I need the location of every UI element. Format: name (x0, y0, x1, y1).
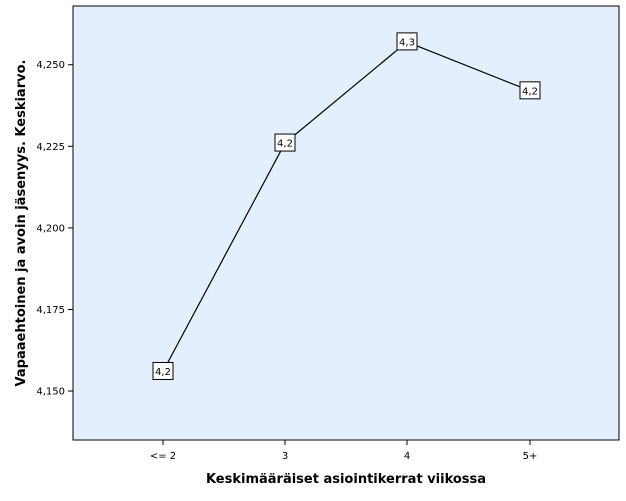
data-labels: 4,2 4,2 4,3 4,2 (152, 32, 541, 380)
data-point-label: 4,2 (519, 81, 541, 100)
x-axis-title: Keskimääräiset asiointikerrat viikossa (206, 472, 486, 487)
y-axis: 4,150 4,175 4,200 4,225 4,250 (36, 60, 73, 398)
x-tick-label: <= 2 (150, 451, 176, 462)
data-label-text: 4,2 (155, 367, 171, 378)
data-point-label: 4,2 (274, 133, 296, 152)
x-tick-label: 3 (282, 451, 288, 462)
y-axis-title: Vapaaehtoinen ja avoin jäsenyys. Keskiar… (14, 60, 29, 387)
x-axis: <= 2 3 4 5+ (150, 440, 538, 462)
data-label-box (519, 81, 541, 100)
y-tick-label: 4,150 (36, 387, 65, 398)
data-label-text: 4,3 (399, 37, 415, 48)
data-label-box (396, 32, 418, 51)
data-label-box (152, 361, 174, 380)
data-point-label: 4,3 (396, 32, 418, 51)
data-label-text: 4,2 (277, 139, 293, 150)
data-label-text: 4,2 (522, 86, 538, 97)
data-label-box (274, 133, 296, 152)
data-point-label: 4,2 (152, 361, 174, 380)
y-tick-label: 4,250 (36, 60, 65, 71)
series-line (162, 41, 531, 372)
y-tick-label: 4,225 (36, 142, 65, 153)
y-tick-label: 4,200 (36, 223, 65, 234)
x-tick-label: 5+ (523, 451, 538, 462)
x-tick-label: 4 (404, 451, 410, 462)
y-tick-label: 4,175 (36, 305, 65, 316)
